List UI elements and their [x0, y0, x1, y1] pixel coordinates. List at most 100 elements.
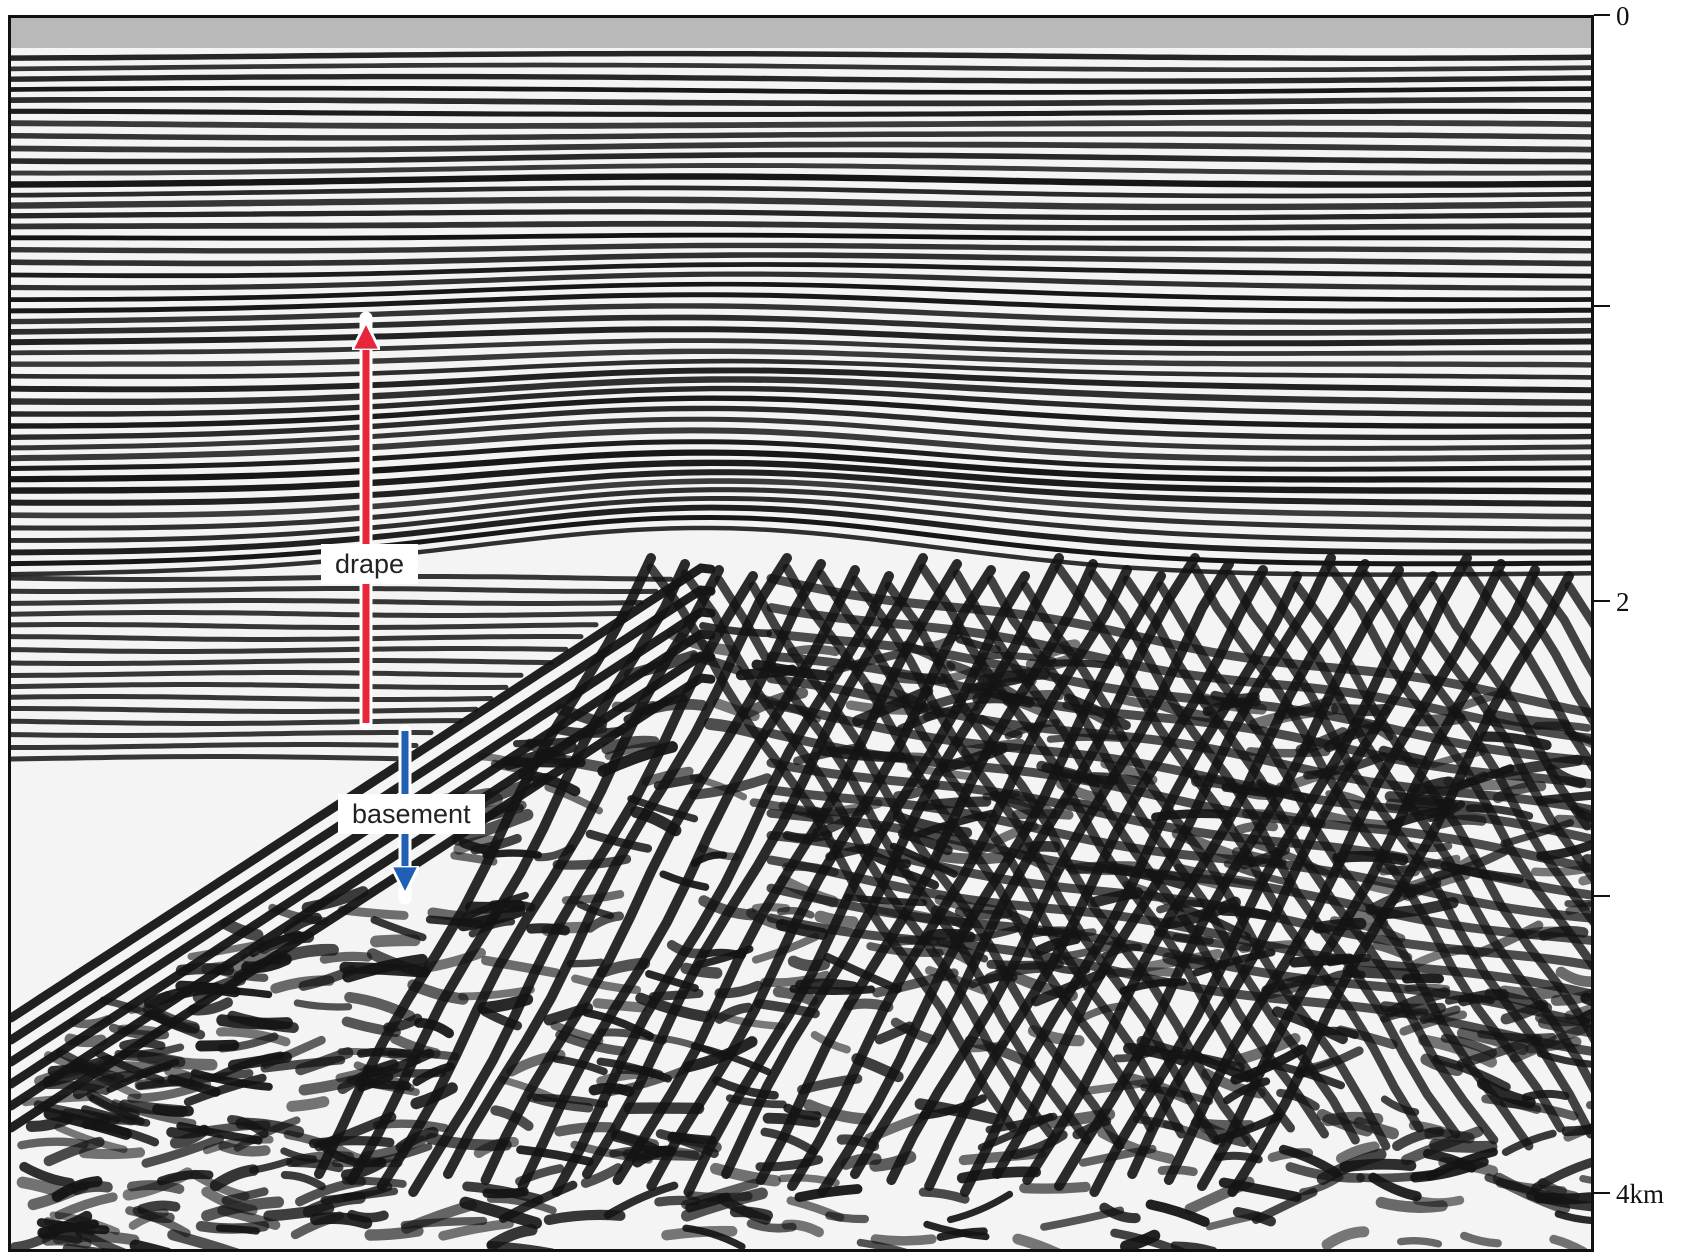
basement-noise-stroke	[140, 1083, 193, 1086]
basement-noise-stroke	[653, 993, 699, 996]
basement-noise-stroke	[1030, 930, 1093, 934]
basement-noise-stroke	[613, 1150, 672, 1154]
basement-noise-stroke	[346, 1180, 403, 1183]
basement-noise-stroke	[964, 1153, 1041, 1160]
depth-tick	[1594, 14, 1610, 16]
drape-label: drape	[321, 544, 418, 584]
basement-noise-stroke	[1417, 1200, 1460, 1202]
depth-tick	[1594, 895, 1610, 897]
basement-label: basement	[338, 794, 485, 834]
basement-noise-stroke	[224, 1146, 266, 1151]
basement-noise-stroke	[1464, 995, 1504, 1001]
basement-noise-stroke	[829, 1216, 865, 1220]
basement-noise-stroke	[787, 835, 828, 838]
seismic-reflection-image	[11, 18, 1591, 1249]
basement-noise-stroke	[1440, 820, 1481, 824]
reflector	[11, 123, 1591, 126]
basement-noise-stroke	[1162, 1170, 1193, 1172]
basement-noise-stroke	[570, 962, 601, 964]
basement-noise-stroke	[201, 1045, 234, 1046]
basement-noise-stroke	[1239, 826, 1274, 830]
depth-tick	[1594, 600, 1610, 602]
basement-noise-stroke	[297, 1003, 348, 1007]
basement-noise-stroke	[361, 1052, 408, 1054]
basement-noise-stroke	[171, 1131, 204, 1134]
basement-noise-stroke	[70, 1039, 101, 1041]
basement-noise-stroke	[1529, 932, 1566, 934]
depth-tick	[1594, 305, 1610, 307]
basement-noise-stroke	[47, 1240, 86, 1243]
basement-noise-stroke	[486, 853, 538, 855]
basement-noise-stroke	[295, 1156, 349, 1161]
basement-noise-stroke	[927, 802, 987, 806]
basement-noise-stroke	[1330, 958, 1367, 963]
basement-noise-stroke	[507, 761, 581, 763]
basement-noise-stroke	[124, 1043, 162, 1046]
basement-noise-stroke	[1329, 974, 1362, 979]
basement-noise-stroke	[1272, 1153, 1308, 1158]
basement-noise-stroke	[1093, 777, 1137, 781]
basement-noise-stroke	[292, 1102, 324, 1107]
basement-noise-stroke	[1540, 795, 1591, 801]
basement-noise-stroke	[851, 705, 925, 710]
basement-noise-stroke	[794, 961, 825, 966]
basement-noise-stroke	[756, 907, 786, 908]
reflector	[11, 733, 431, 736]
basement-noise-stroke	[820, 917, 853, 923]
basement-noise-stroke	[1535, 869, 1588, 873]
basement-noise-stroke	[875, 1239, 932, 1241]
basement-noise-stroke	[531, 928, 565, 930]
basement-noise-stroke	[1048, 663, 1110, 666]
basement-noise-stroke	[376, 940, 415, 941]
basement-noise-stroke	[77, 1186, 108, 1189]
basement-noise-stroke	[892, 940, 935, 941]
basement-noise-stroke	[219, 1228, 256, 1231]
basement-noise-stroke	[1504, 991, 1556, 993]
reflector	[11, 709, 476, 712]
reflector	[11, 613, 626, 616]
basement-noise-stroke	[222, 1020, 287, 1023]
basement-noise-stroke	[245, 954, 277, 959]
basement-noise-stroke	[594, 1088, 629, 1091]
basement-noise-stroke	[741, 670, 792, 675]
basement-noise-stroke	[324, 956, 367, 959]
basement-noise-stroke	[73, 1020, 107, 1024]
basement-noise-stroke	[377, 1124, 445, 1128]
basement-noise-stroke	[142, 1205, 175, 1209]
basement-noise-stroke	[431, 1139, 506, 1146]
reflector	[11, 637, 581, 640]
depth-tick-label: 0	[1616, 1, 1630, 31]
basement-noise-stroke	[607, 742, 654, 749]
basement-noise-stroke	[792, 649, 836, 652]
reflector	[11, 685, 506, 688]
basement-noise-stroke	[1223, 911, 1266, 916]
depth-axis: 0 2 4km	[1594, 0, 1685, 1250]
basement-noise-stroke	[1338, 856, 1403, 860]
basement-noise-stroke	[352, 1215, 384, 1218]
reflector	[11, 757, 401, 760]
depth-tick-label: 2	[1616, 587, 1630, 617]
basement-noise-stroke	[1526, 1094, 1566, 1097]
basement-noise-stroke	[430, 920, 479, 925]
basement-noise-stroke	[1401, 1241, 1439, 1244]
basement-noise-stroke	[21, 1142, 84, 1146]
basement-noise-stroke	[1024, 1187, 1085, 1189]
basement-noise-stroke	[559, 1127, 610, 1131]
basement-noise-stroke	[1337, 709, 1385, 711]
depth-tick	[1594, 1192, 1610, 1194]
seismic-section: drape basement	[8, 15, 1594, 1252]
basement-noise-stroke	[1391, 804, 1452, 806]
basement-noise-stroke	[1119, 699, 1157, 704]
basement-noise-stroke	[342, 910, 404, 915]
basement-noise-stroke	[1540, 1018, 1581, 1022]
basement-noise-stroke	[1218, 1156, 1259, 1160]
basement-noise-stroke	[704, 952, 743, 955]
reflector	[11, 625, 596, 628]
reflector	[11, 224, 1591, 228]
basement-noise-stroke	[1069, 868, 1125, 872]
basement-noise-stroke	[598, 1003, 642, 1007]
basement-noise-stroke	[897, 677, 942, 679]
basement-noise-stroke	[1024, 846, 1055, 848]
basement-noise-stroke	[132, 1185, 180, 1189]
basement-noise-stroke	[893, 757, 923, 758]
